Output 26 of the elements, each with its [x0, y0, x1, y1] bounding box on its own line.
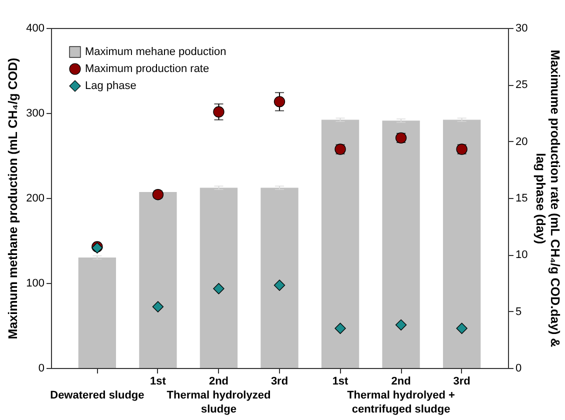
x-tick-label: 2nd	[208, 376, 229, 388]
y2-tick-label: 25	[516, 79, 528, 92]
y-tick-label: 100	[26, 278, 44, 290]
text: Thermal hydrolyed + centrifuged sludge	[347, 390, 455, 416]
legend-label: Lag phase	[85, 80, 136, 92]
y2-tick-label: 10	[516, 249, 528, 262]
text: Thermal hydrolyzed sludge	[166, 390, 271, 416]
y2-tick-label: 0	[516, 362, 522, 374]
x-tick-label: 1st	[332, 376, 349, 388]
y-tick-label: 200	[26, 192, 44, 204]
y2-tick-label: 30	[516, 22, 528, 34]
y-tick-label: 400	[26, 22, 44, 34]
y-axis-title: Maximum methane production (mL CH₄/g COD)	[6, 58, 20, 340]
y2-tick-label: 5	[516, 306, 522, 318]
x-tick-label: 2nd	[391, 376, 411, 388]
x-tick-label: 3rd	[453, 376, 470, 388]
legend-label: Maximum mehane poduction	[85, 46, 226, 58]
y2-axis-title: Maximume production rate (mL CH₄/g COD.day) & lag phase (day)	[534, 50, 562, 348]
y-tick-label: 0	[38, 362, 44, 374]
x-tick-label: 3rd	[270, 376, 288, 388]
legend-label: Maximum production rate	[85, 63, 210, 75]
y2-tick-label: 15	[516, 192, 528, 204]
x-tick-label: 1st	[150, 376, 166, 388]
y2-tick-label: 20	[516, 136, 528, 148]
y-tick-label: 300	[26, 108, 44, 120]
text: Dewatered sludge	[50, 390, 144, 402]
